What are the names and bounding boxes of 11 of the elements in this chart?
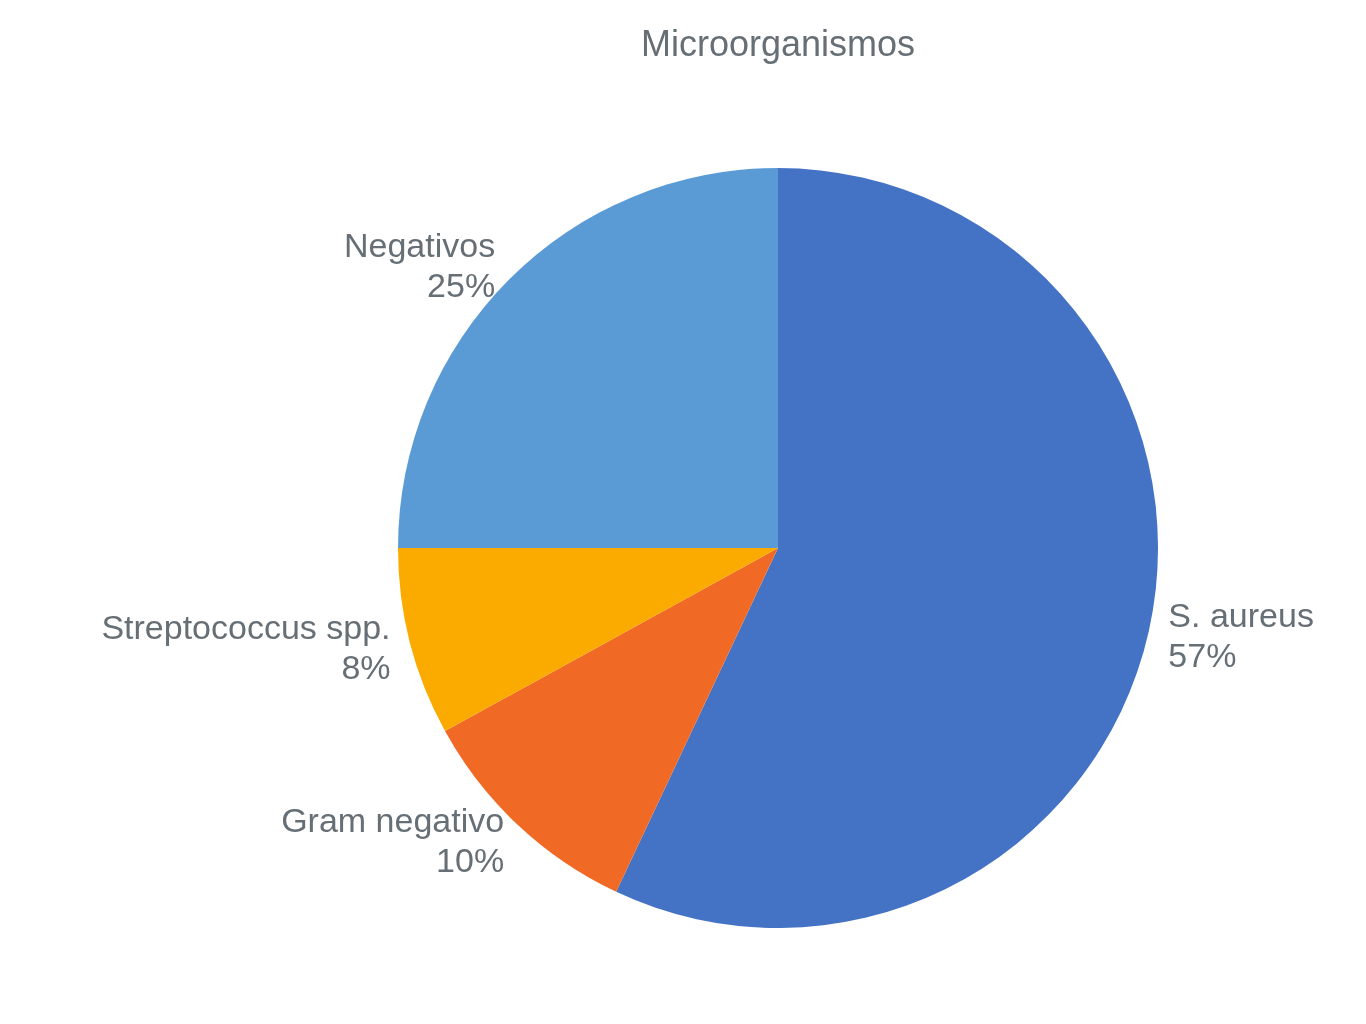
data-label: 25% [427, 266, 496, 305]
data-label: 57% [1168, 636, 1237, 675]
chart-title: Microorganismos [640, 23, 916, 64]
pie-slice [398, 548, 778, 732]
slice-label: Negativos [343, 226, 496, 265]
slice-label: Streptococcus spp. [101, 608, 391, 647]
data-label: 10% [436, 840, 505, 879]
slice-label: Gram negativo [281, 800, 505, 839]
data-label: 8% [341, 648, 391, 687]
pie-slice [616, 168, 1158, 928]
slice-label: S. aureus [1168, 596, 1314, 635]
